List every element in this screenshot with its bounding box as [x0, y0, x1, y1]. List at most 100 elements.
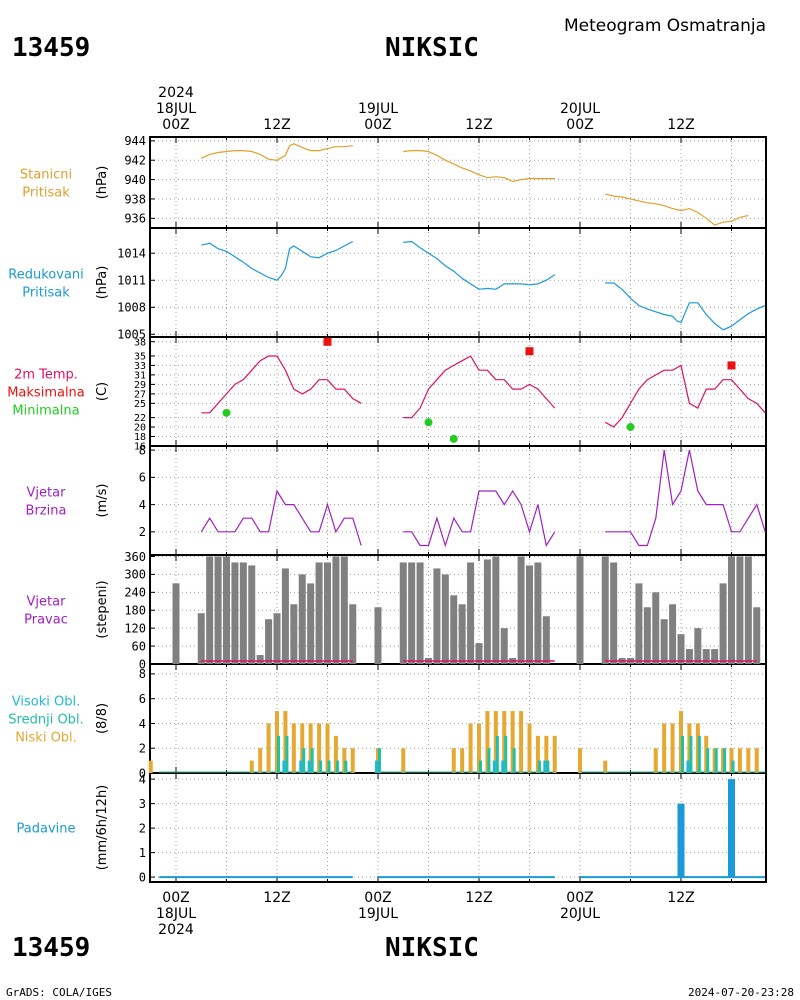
header-station-id: 13459: [12, 33, 90, 63]
y-tick-label: 22: [134, 413, 146, 424]
precip-bar: [677, 803, 685, 878]
bottom-time-label: 00Z: [162, 890, 189, 906]
y-tick-label: 8: [139, 667, 146, 681]
wind-direction-bar: [744, 556, 752, 664]
wind-direction-bar: [265, 619, 273, 664]
top-time-label: 12Z: [263, 117, 290, 133]
wind-direction-bar: [517, 556, 525, 664]
y-tick-label: 16: [134, 442, 146, 453]
series-line: [605, 282, 766, 331]
series-line: [605, 193, 749, 226]
mid-cloud-bar: [689, 735, 693, 773]
wind-direction-bar: [441, 574, 449, 664]
y-tick-label: 0: [139, 657, 146, 671]
wind-direction-bar: [416, 562, 424, 664]
panel-frame: [149, 227, 767, 338]
wind-direction-bar: [206, 556, 214, 664]
low-cloud-bar: [746, 748, 751, 773]
wind-direction-bar: [736, 556, 744, 664]
low-cloud-bar: [468, 723, 473, 773]
y-axis-label: (mm/6h/12h): [95, 785, 110, 871]
panel-label: Srednji Obl.: [8, 713, 83, 728]
mid-cloud-bar: [731, 760, 735, 773]
header-station-name: NIKSIC: [385, 33, 479, 63]
mid-cloud-bar: [546, 760, 550, 773]
top-time-label: 2024: [158, 85, 194, 101]
panel-label: Stanicni: [20, 168, 72, 183]
wind-direction-bar: [685, 649, 693, 664]
wind-direction-bar: [576, 556, 584, 664]
bottom-time-label: 00Z: [566, 890, 593, 906]
low-cloud-bar: [578, 748, 582, 773]
wind-direction-bar: [298, 574, 306, 664]
low-cloud-bar: [527, 723, 532, 773]
bottom-time-label: 00Z: [364, 890, 391, 906]
max-temp-marker: [323, 337, 332, 346]
mid-cloud-bar: [723, 748, 727, 773]
panel-label: Redukovani: [8, 268, 83, 283]
panel-label: Padavine: [17, 822, 76, 837]
bottom-time-label: 20JUL: [560, 906, 600, 922]
y-tick-label: 120: [124, 621, 146, 635]
mid-cloud-bar: [487, 748, 491, 773]
y-tick-label: 6: [139, 692, 146, 706]
wind-direction-bar: [542, 616, 550, 664]
wind-direction-bar: [719, 583, 727, 664]
low-cloud-bar: [291, 723, 296, 773]
wind-direction-bar: [458, 604, 466, 664]
low-cloud-bar: [148, 760, 153, 773]
mid-cloud-bar: [302, 748, 306, 773]
footer-timestamp: 2024-07-20-23:28: [688, 986, 794, 999]
top-time-label: 12Z: [667, 117, 694, 133]
series-line: [200, 489, 362, 546]
wind-direction-bar: [408, 562, 416, 664]
wind-direction-bar: [475, 643, 483, 664]
wind-direction-bar: [290, 604, 298, 664]
mid-cloud-bar: [344, 760, 348, 773]
wind-direction-bar: [197, 613, 205, 664]
max-temp-marker: [525, 347, 534, 356]
y-tick-label: 938: [124, 192, 146, 206]
bottom-time-label: 12Z: [465, 890, 492, 906]
high-cloud-bar: [307, 760, 311, 773]
low-cloud-bar: [350, 748, 355, 773]
y-tick-label: 3: [139, 797, 146, 811]
wind-direction-bar: [231, 562, 239, 664]
y-axis-label: (m/s): [95, 484, 110, 518]
low-cloud-bar: [510, 711, 515, 773]
high-cloud-bar: [492, 760, 496, 773]
wind-direction-bar: [635, 583, 643, 664]
y-tick-label: 4: [139, 498, 146, 512]
low-cloud-bar: [401, 748, 406, 773]
y-tick-label: 2: [139, 525, 146, 539]
y-tick-label: 31: [134, 371, 146, 382]
y-tick-label: 360: [124, 550, 146, 564]
y-tick-label: 944: [124, 134, 146, 148]
y-tick-label: 2: [139, 821, 146, 835]
wind-direction-bar: [492, 556, 500, 664]
y-tick-label: 180: [124, 604, 146, 618]
low-cloud-bar: [325, 723, 330, 773]
low-cloud-bar: [258, 748, 263, 773]
high-cloud-bar: [375, 760, 378, 773]
low-cloud-bar: [317, 723, 322, 773]
low-cloud-bar: [249, 760, 254, 773]
min-temp-marker: [449, 434, 458, 443]
low-cloud-bar: [662, 723, 667, 773]
high-cloud-bar: [543, 760, 547, 773]
mid-cloud-bar: [479, 760, 482, 773]
y-tick-label: 1011: [117, 274, 146, 288]
wind-direction-bar: [702, 649, 710, 664]
wind-direction-bar: [223, 556, 230, 664]
panel-label: Pritisak: [22, 286, 70, 301]
y-tick-label: 8: [139, 443, 146, 457]
wind-direction-bar: [643, 607, 651, 664]
panel-label: Pritisak: [22, 186, 70, 201]
mid-cloud-bar: [504, 735, 508, 773]
top-time-label: 00Z: [162, 117, 189, 133]
y-tick-label: 0: [139, 870, 146, 884]
low-cloud-bar: [485, 711, 490, 773]
min-temp-marker: [626, 423, 635, 432]
high-cloud-bar: [282, 760, 286, 773]
series-line: [403, 355, 556, 419]
